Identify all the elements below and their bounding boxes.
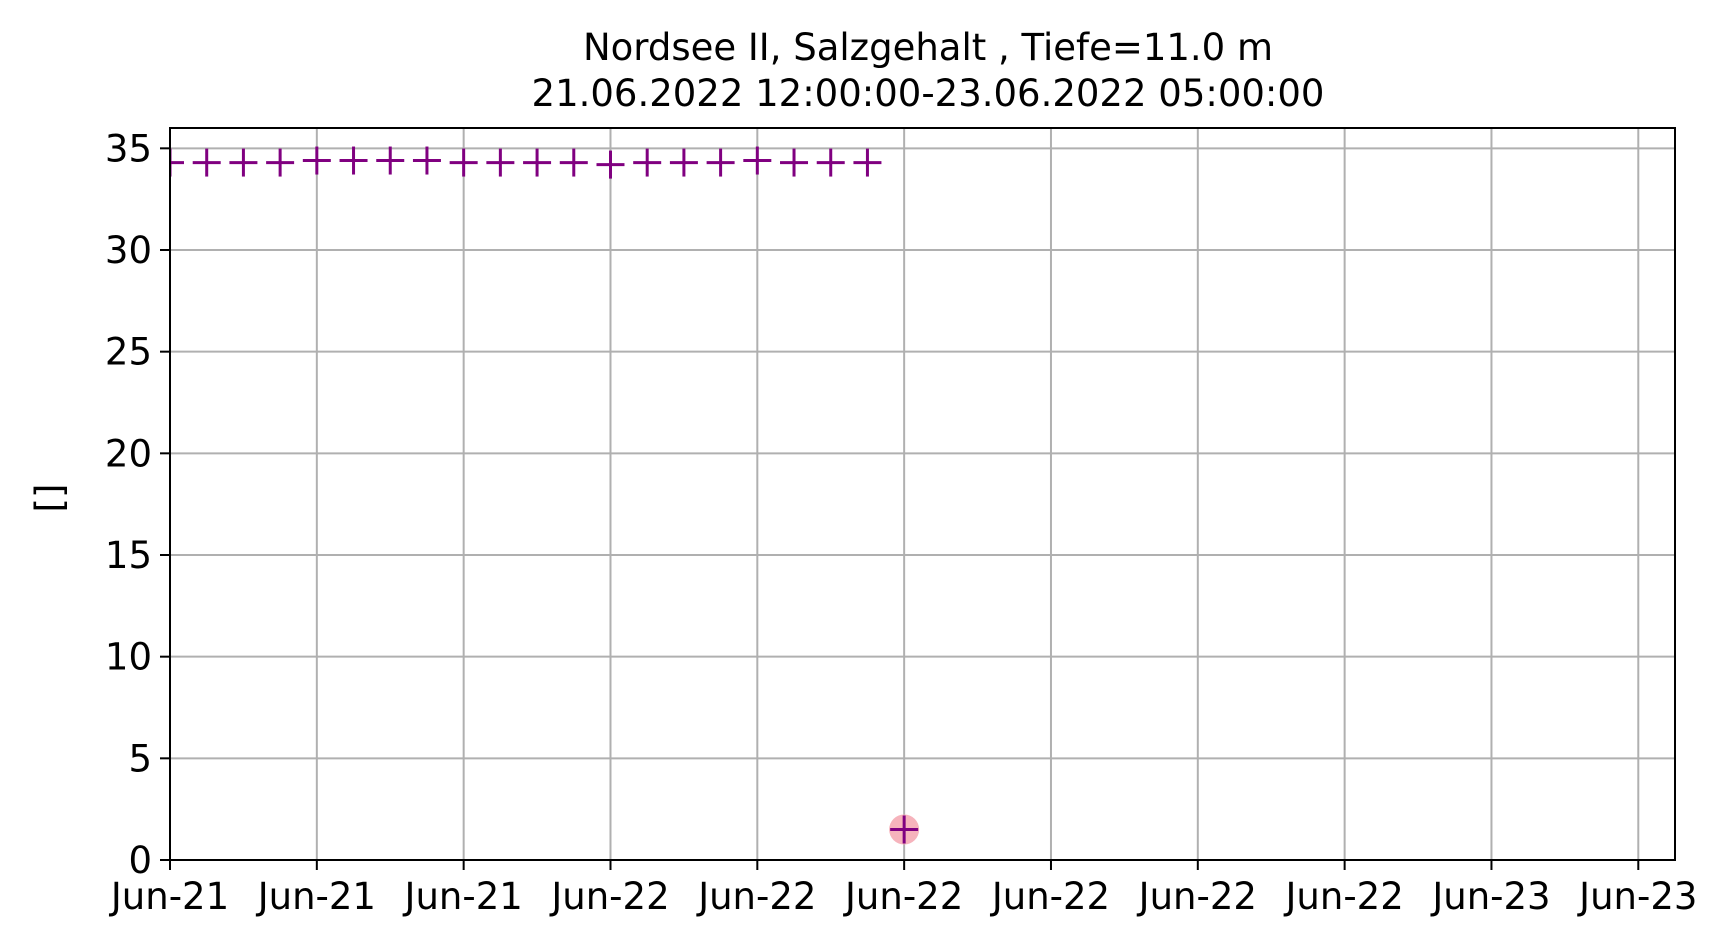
x-tick-label: Jun-22 bbox=[1137, 875, 1257, 918]
y-tick-label: 25 bbox=[105, 331, 152, 374]
data-point bbox=[376, 146, 405, 175]
x-tick-label: Jun-22 bbox=[549, 875, 669, 918]
chart-title: Nordsee II, Salzgehalt , Tiefe=11.0 m bbox=[583, 26, 1273, 69]
x-tick-label: Jun-22 bbox=[696, 875, 816, 918]
y-tick-label: 35 bbox=[105, 127, 152, 170]
x-tick-label: Jun-22 bbox=[843, 875, 963, 918]
data-point bbox=[523, 148, 552, 177]
data-point bbox=[486, 148, 515, 177]
x-tick-label: Jun-22 bbox=[1284, 875, 1404, 918]
data-point bbox=[559, 148, 588, 177]
x-tick-label: Jun-22 bbox=[990, 875, 1110, 918]
x-tick-label: Jun-23 bbox=[1577, 875, 1697, 918]
data-point bbox=[266, 148, 295, 177]
y-tick-label: 30 bbox=[105, 229, 152, 272]
data-point bbox=[339, 146, 368, 175]
x-tick-label: Jun-21 bbox=[256, 875, 376, 918]
plot-frame bbox=[169, 127, 1676, 861]
data-point bbox=[706, 148, 735, 177]
data-point bbox=[633, 148, 662, 177]
y-axis: 0 5 10 15 20 25 30 35 bbox=[105, 127, 170, 882]
data-point bbox=[302, 146, 331, 175]
data-point bbox=[816, 148, 845, 177]
data-point bbox=[229, 148, 258, 177]
y-tick-label: 20 bbox=[105, 432, 152, 475]
data-point bbox=[780, 148, 809, 177]
chart-subtitle: 21.06.2022 12:00:00-23.06.2022 05:00:00 bbox=[532, 72, 1325, 115]
y-tick-label: 10 bbox=[105, 636, 152, 679]
x-tick-label: Jun-21 bbox=[403, 875, 523, 918]
data-point bbox=[596, 150, 625, 179]
data-point bbox=[412, 146, 441, 175]
data-point bbox=[853, 148, 882, 177]
y-tick-label: 5 bbox=[128, 737, 152, 780]
data-point bbox=[449, 148, 478, 177]
data-point bbox=[170, 148, 184, 177]
y-tick-label: 0 bbox=[128, 839, 152, 882]
data-markers bbox=[170, 146, 920, 845]
data-point bbox=[669, 148, 698, 177]
y-tick-label: 15 bbox=[105, 534, 152, 577]
y-axis-label: [] bbox=[28, 484, 71, 513]
x-axis: Jun-21 Jun-21 Jun-21 Jun-22 Jun-22 Jun-22 Jun-… bbox=[109, 860, 1697, 918]
data-point bbox=[743, 146, 772, 175]
data-point bbox=[890, 815, 919, 844]
data-point bbox=[192, 148, 221, 177]
x-tick-label: Jun-21 bbox=[109, 875, 229, 918]
x-tick-label: Jun-23 bbox=[1430, 875, 1550, 918]
marker-group bbox=[170, 146, 920, 845]
